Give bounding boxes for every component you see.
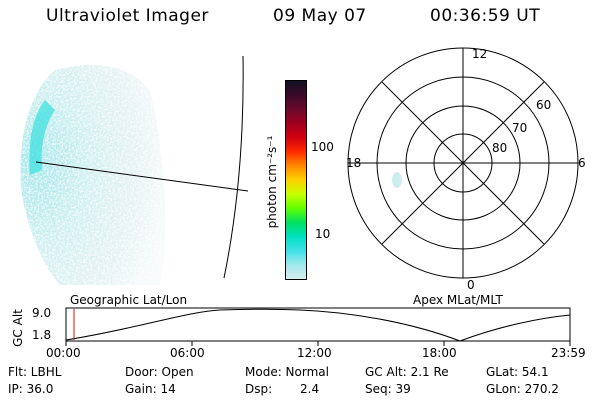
- polar-diagonal-2: [381, 81, 545, 245]
- lat-label-60: 60: [536, 98, 552, 112]
- ip-info: IP: 36.0: [8, 382, 54, 396]
- colorbar-label: photon cm⁻²s⁻¹: [265, 135, 279, 229]
- gc-alt-info: GC Alt: 2.1 Re: [365, 365, 449, 379]
- dsp-label: Dsp:: [245, 382, 273, 396]
- filter-info: Flt: LBHL: [8, 365, 62, 379]
- geographic-image: [20, 55, 249, 286]
- mode-info: Mode: Normal: [245, 365, 329, 379]
- dsp-value: 2.4: [300, 382, 320, 396]
- time-tick-1800: 18:00: [422, 346, 457, 360]
- track-ytick-top: 9.0: [32, 306, 52, 320]
- lat-label-70: 70: [512, 121, 528, 135]
- time-label: 00:36:59 UT: [430, 6, 541, 26]
- seq-info: Seq: 39: [365, 382, 411, 396]
- track-left-title: Geographic Lat/Lon: [70, 293, 188, 307]
- track-right-title: Apex MLat/MLT: [413, 293, 503, 307]
- polar-plot: [347, 47, 579, 279]
- mlt-label-18: 18: [346, 156, 362, 170]
- polar-faint-emission: [392, 172, 402, 188]
- date-label: 09 May 07: [273, 6, 367, 26]
- instrument-title: Ultraviolet Imager: [46, 6, 209, 26]
- time-tick-0600: 06:00: [170, 346, 205, 360]
- track-ytick-bottom: 1.8: [32, 328, 52, 342]
- gain-info: Gain: 14: [125, 382, 176, 396]
- cyan-emission-band: [29, 100, 55, 175]
- time-tick-1200: 12:00: [297, 346, 332, 360]
- door-info: Door: Open: [125, 365, 194, 379]
- glon-info: GLon: 270.2: [486, 382, 559, 396]
- colorbar: [285, 80, 307, 280]
- altitude-curve: [65, 308, 571, 342]
- terminator-line: [35, 161, 249, 192]
- colorbar-tick-100: 100: [311, 140, 334, 154]
- mlt-label-0: 0: [467, 278, 475, 292]
- colorbar-gradient: [285, 80, 307, 280]
- mlt-label-12: 12: [472, 47, 488, 61]
- limb-arc: [223, 55, 244, 279]
- mlt-label-6: 6: [578, 156, 586, 170]
- altitude-track-plot: [65, 307, 571, 346]
- glat-info: GLat: 54.1: [486, 365, 549, 379]
- time-tick-0000: 00:00: [46, 346, 81, 360]
- colorbar-tick-10: 10: [315, 227, 331, 241]
- lat-label-80: 80: [492, 141, 508, 155]
- time-tick-2359: 23:59: [551, 346, 586, 360]
